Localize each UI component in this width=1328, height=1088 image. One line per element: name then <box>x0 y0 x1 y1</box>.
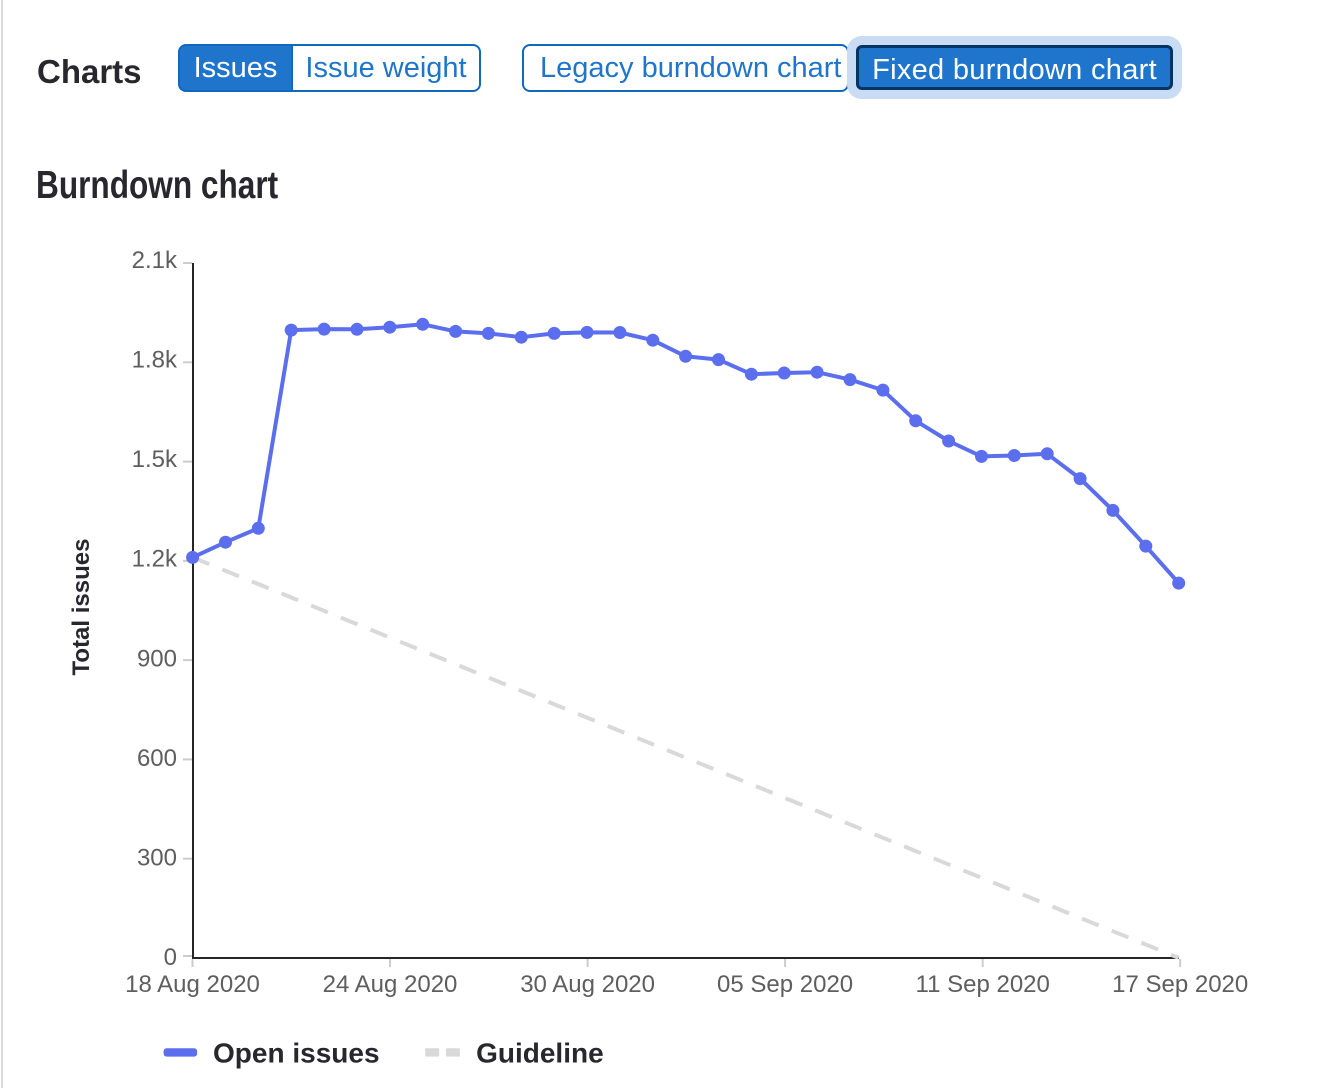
svg-text:1.5k: 1.5k <box>132 446 178 473</box>
svg-text:900: 900 <box>137 646 177 673</box>
svg-text:18 Aug 2020: 18 Aug 2020 <box>125 971 260 998</box>
svg-text:300: 300 <box>137 845 177 872</box>
svg-text:0: 0 <box>164 944 177 971</box>
svg-text:05 Sep 2020: 05 Sep 2020 <box>717 971 853 998</box>
svg-text:30 Aug 2020: 30 Aug 2020 <box>520 971 655 998</box>
svg-text:2.1k: 2.1k <box>132 247 178 274</box>
svg-text:Total issues: Total issues <box>68 539 95 676</box>
svg-text:1.2k: 1.2k <box>132 546 178 573</box>
svg-text:17 Sep 2020: 17 Sep 2020 <box>1112 971 1248 998</box>
svg-text:11 Sep 2020: 11 Sep 2020 <box>916 971 1050 998</box>
svg-text:Open issues: Open issues <box>213 1037 380 1068</box>
svg-text:1.8k: 1.8k <box>132 347 178 374</box>
svg-text:24 Aug 2020: 24 Aug 2020 <box>323 971 458 998</box>
svg-text:600: 600 <box>137 745 177 772</box>
svg-text:Guideline: Guideline <box>476 1037 604 1068</box>
